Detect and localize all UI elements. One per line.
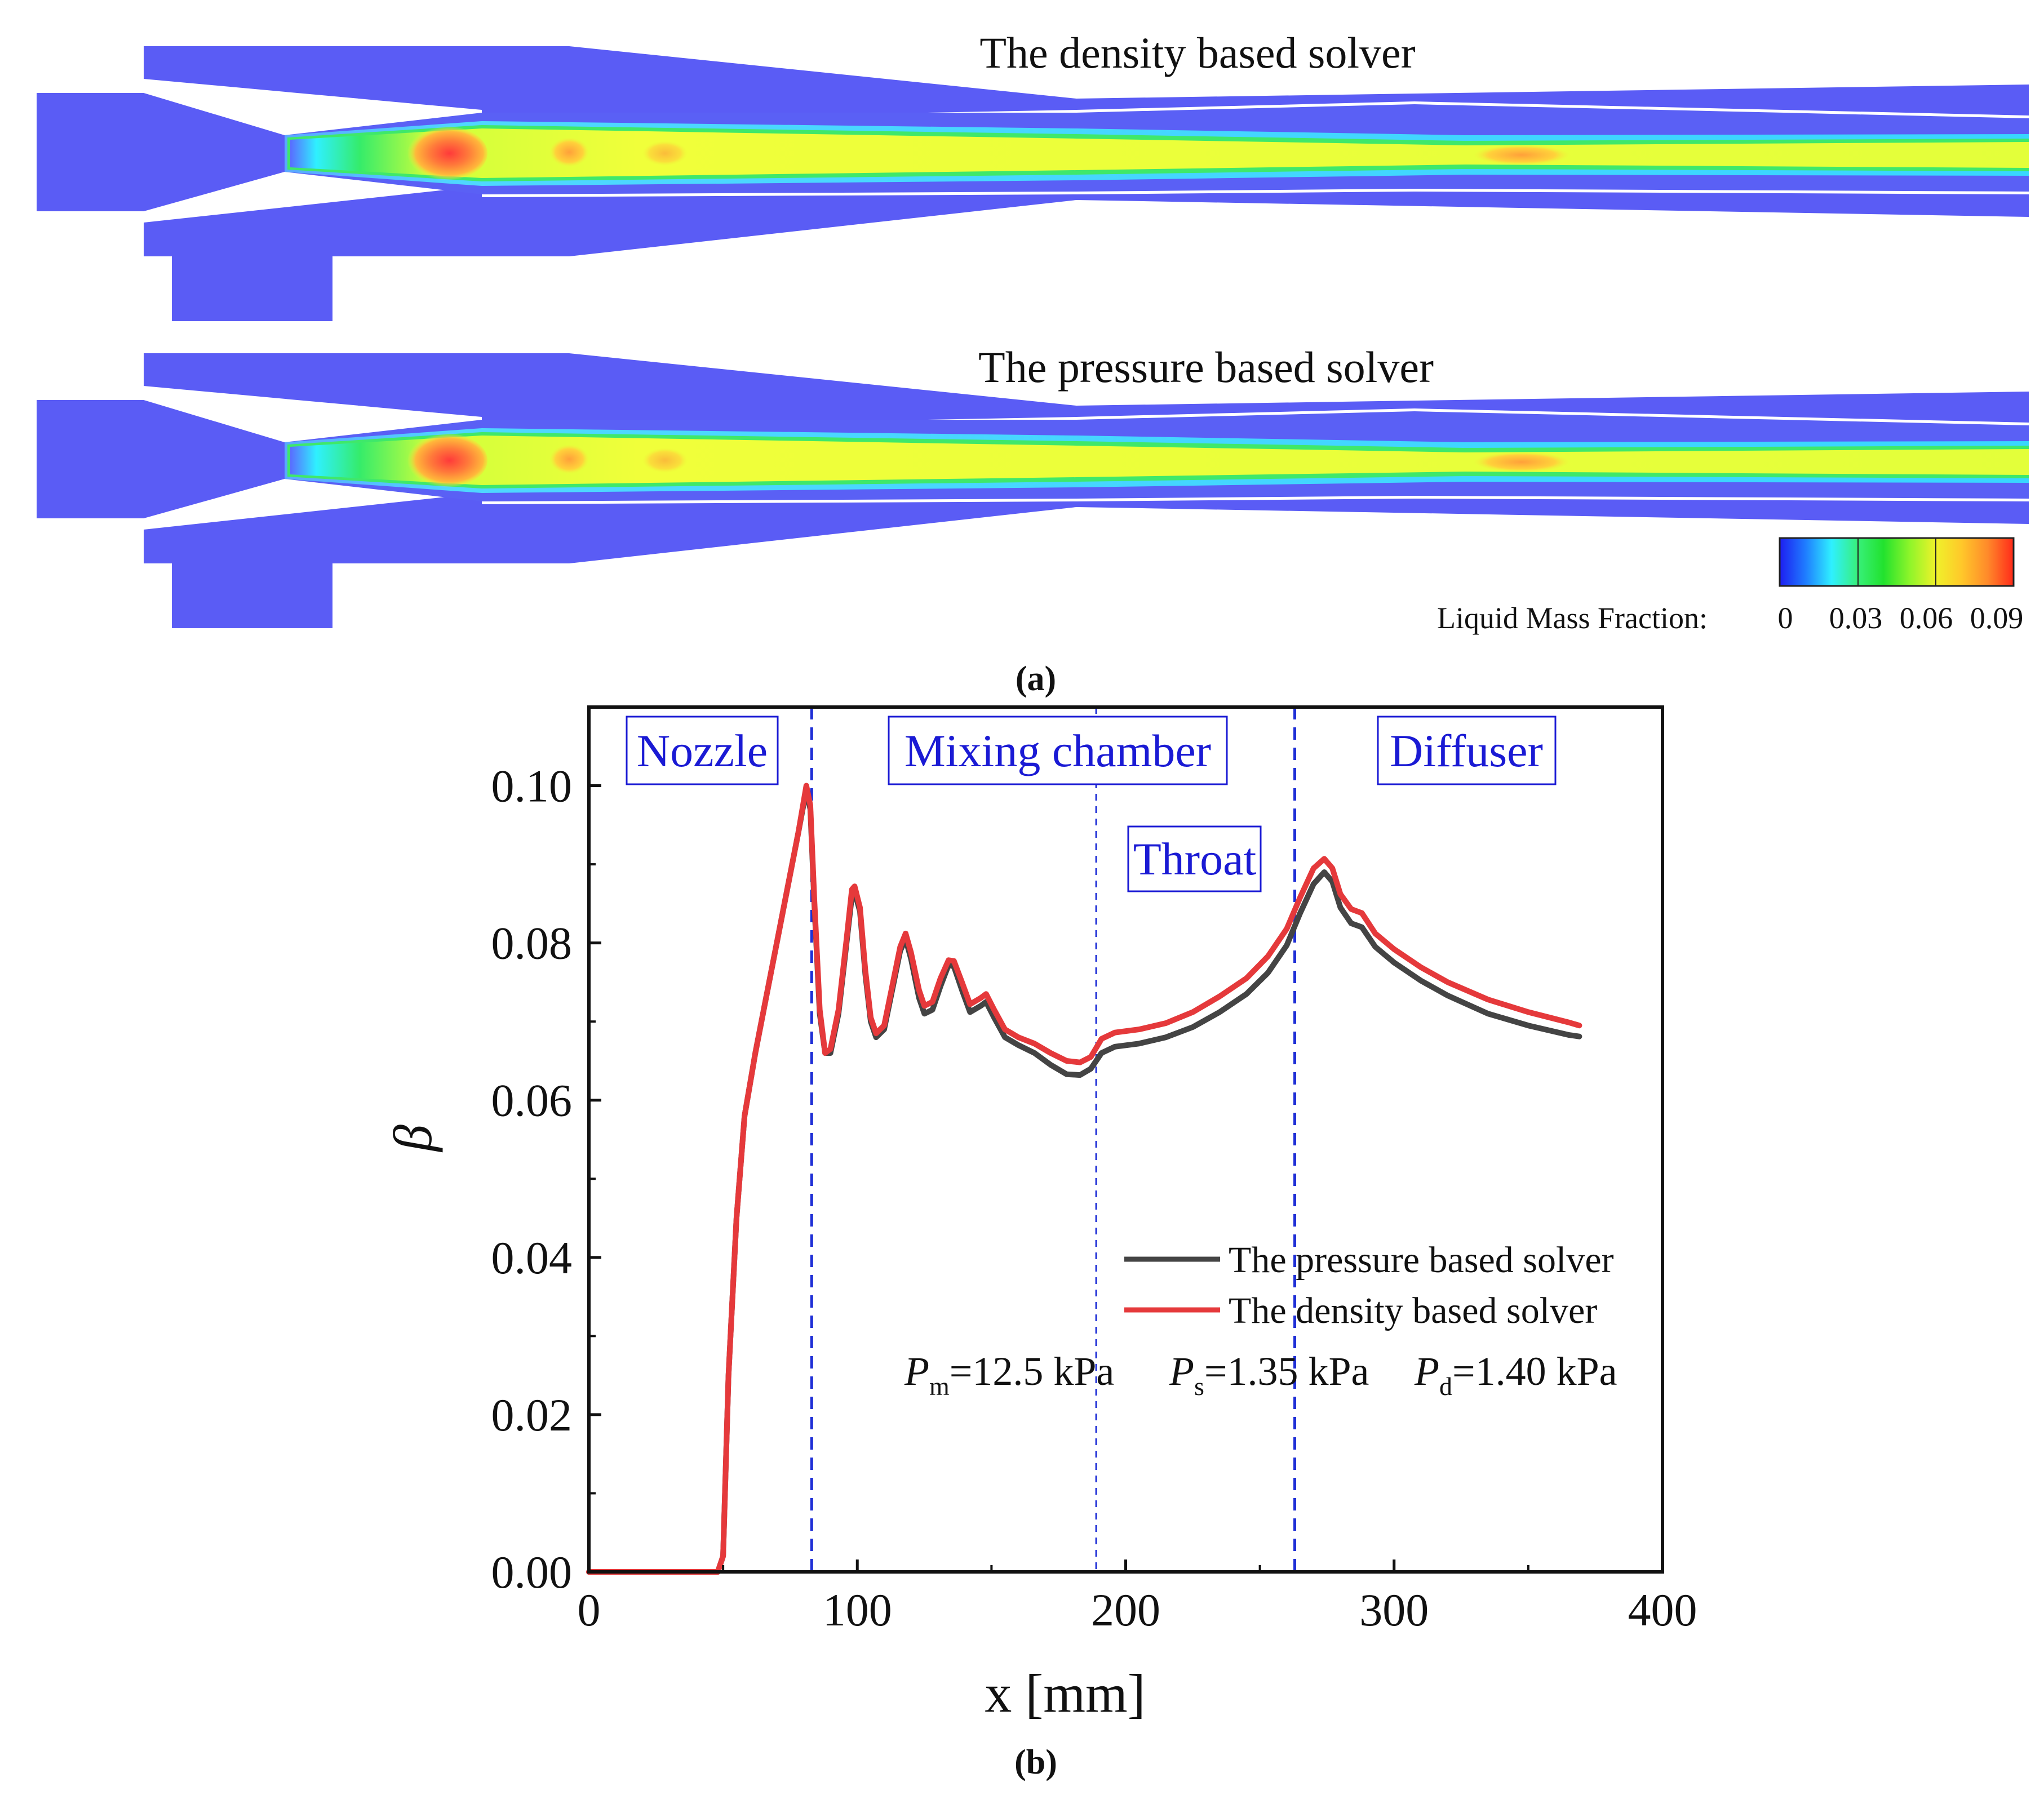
region-label-throat: Throat: [1127, 825, 1262, 892]
colorbar-gradient: [1779, 537, 2015, 587]
region-label-nozzle-text: Nozzle: [637, 725, 768, 776]
x-tick-label-0: 0: [578, 1584, 601, 1636]
caption-a: (a): [1016, 660, 1056, 698]
density-solver-label: The density based solver: [979, 28, 1415, 77]
pd-symbol: P: [1414, 1349, 1439, 1394]
y-axis-title: β: [383, 1125, 443, 1153]
contour-density-solver: [37, 46, 2029, 321]
region-label-nozzle: Nozzle: [626, 716, 779, 785]
y-tick-label-3: 0.06: [491, 1075, 573, 1126]
pd-value: =1.40 kPa: [1452, 1349, 1617, 1394]
x-axis-title: x [mm]: [985, 1663, 1145, 1723]
caption-b: (b): [1014, 1743, 1057, 1781]
ps-value: =1.35 kPa: [1204, 1349, 1369, 1394]
region-label-mixing-text: Mixing chamber: [904, 725, 1211, 776]
ps-symbol: P: [1169, 1349, 1194, 1394]
legend-label-density: The density based solver: [1229, 1290, 1597, 1331]
pd-sub: d: [1439, 1372, 1452, 1401]
series-line-density: [586, 783, 1582, 1575]
x-tick-label-3: 300: [1359, 1584, 1429, 1636]
region-label-diffuser: Diffuser: [1377, 716, 1557, 785]
y-tick-label-4: 0.08: [491, 918, 573, 969]
ps-sub: s: [1194, 1372, 1204, 1401]
colorbar-tick-1: 0.03: [1829, 601, 1883, 635]
region-label-throat-text: Throat: [1133, 833, 1257, 885]
pm-symbol: P: [904, 1349, 929, 1394]
legend-label-pressure: The pressure based solver: [1229, 1239, 1614, 1281]
chart-beta-vs-x: 0 100 200 300 400 0.00 0.02 0.04 0.06 0.08 0.10 No…: [383, 705, 1697, 1723]
pressure-annotation: Pm=12.5 kPa Ps=1.35 kPa Pd=1.40 kPa: [904, 1349, 1617, 1401]
y-tick-label-1: 0.02: [491, 1389, 573, 1441]
colorbar-tick-3: 0.09: [1970, 601, 2024, 635]
y-tick-label-0: 0.00: [491, 1547, 573, 1598]
x-tick-label-2: 200: [1091, 1584, 1160, 1636]
y-tick-label-5: 0.10: [491, 761, 573, 812]
pm-sub: m: [929, 1372, 950, 1401]
x-tick-label-1: 100: [823, 1584, 892, 1636]
x-tick-label-4: 400: [1628, 1584, 1697, 1636]
colorbar-title: Liquid Mass Fraction:: [1437, 601, 1708, 635]
colorbar-tick-0: 0: [1778, 601, 1793, 635]
region-label-mixing: Mixing chamber: [888, 716, 1228, 785]
pressure-solver-label: The pressure based solver: [978, 343, 1434, 392]
legend: The pressure based solver The density ba…: [1124, 1239, 1614, 1331]
region-label-diffuser-text: Diffuser: [1390, 725, 1543, 776]
colorbar: [1779, 537, 2015, 587]
y-tick-label-2: 0.04: [491, 1232, 573, 1283]
pm-value: =12.5 kPa: [950, 1349, 1115, 1394]
contour-pressure-solver: [37, 353, 2029, 628]
colorbar-tick-2: 0.06: [1900, 601, 1953, 635]
plot-frame: [587, 705, 1664, 1574]
